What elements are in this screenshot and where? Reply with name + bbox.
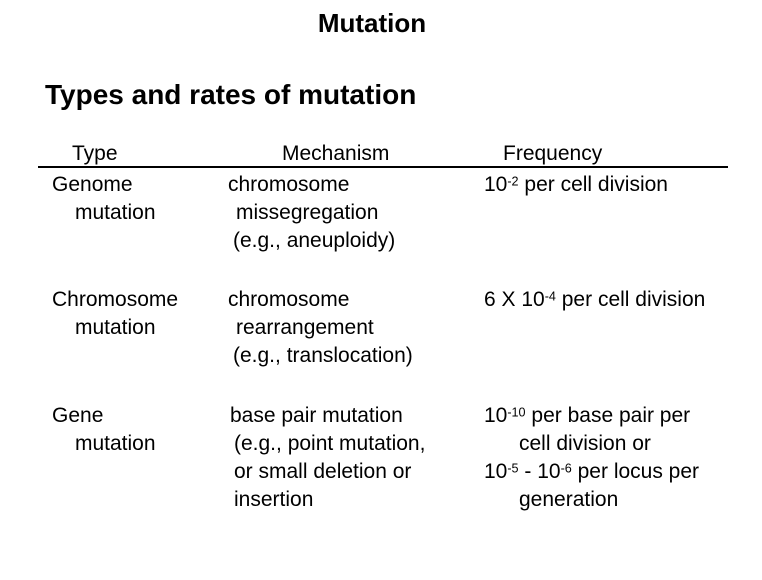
cell-line: mutation: [75, 316, 156, 339]
cell-line: missegregation: [236, 201, 379, 224]
type-cell: Chromosome mutation: [52, 286, 178, 342]
cell-line: Genome: [52, 173, 133, 196]
cell-line: (e.g., aneuploidy): [233, 229, 396, 252]
frequency-cell: 6 X 10-4 per cell division: [484, 286, 705, 314]
mechanism-cell: chromosome missegregation (e.g., aneuplo…: [228, 171, 395, 255]
column-header-mechanism: Mechanism: [282, 142, 390, 165]
column-header-type: Type: [72, 142, 118, 165]
cell-line: (e.g., translocation): [233, 344, 413, 367]
cell-line: or small deletion or: [234, 460, 412, 483]
mechanism-cell: base pair mutation (e.g., point mutation…: [228, 402, 425, 514]
cell-line: Chromosome: [52, 288, 179, 311]
cell-line: mutation: [75, 201, 156, 224]
type-cell: Gene mutation: [52, 402, 156, 458]
cell-line: rearrangement: [236, 316, 374, 339]
slide-title: Mutation: [317, 8, 427, 38]
frequency-cell: 10-2 per cell division: [484, 171, 668, 199]
cell-line: chromosome: [228, 173, 350, 196]
frequency-cell: 10-10 per base pair per cell division or…: [484, 402, 699, 514]
cell-line: 6 X 10-4 per cell division: [484, 288, 706, 311]
cell-line: (e.g., point mutation,: [234, 432, 426, 455]
cell-line: insertion: [234, 488, 314, 511]
cell-line: generation: [519, 488, 619, 511]
cell-line: chromosome: [228, 288, 350, 311]
cell-line: 10-2 per cell division: [484, 173, 668, 196]
mechanism-cell: chromosome rearrangement (e.g., transloc…: [228, 286, 413, 370]
cell-line: cell division or: [519, 432, 651, 455]
type-cell: Genome mutation: [52, 171, 156, 227]
section-heading: Types and rates of mutation: [45, 79, 417, 110]
cell-line: base pair mutation: [230, 404, 403, 427]
cell-line: 10-10 per base pair per: [484, 404, 691, 427]
cell-line: mutation: [75, 432, 156, 455]
cell-line: 10-5 - 10-6 per locus per: [484, 460, 700, 483]
cell-line: Gene: [52, 404, 104, 427]
header-underline: [38, 166, 728, 168]
column-header-frequency: Frequency: [503, 142, 603, 165]
